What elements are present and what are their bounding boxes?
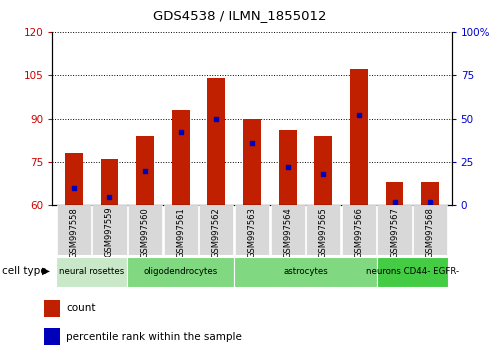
Text: oligodendrocytes: oligodendrocytes	[144, 267, 218, 276]
Bar	[413, 205, 447, 255]
Bar	[208, 78, 225, 205]
Bar	[127, 257, 234, 287]
Bar	[57, 205, 91, 255]
Text: GSM997560: GSM997560	[141, 207, 150, 258]
Text: GSM997559: GSM997559	[105, 207, 114, 257]
Bar	[164, 205, 198, 255]
Bar	[92, 205, 127, 255]
Text: GSM997567: GSM997567	[390, 207, 399, 258]
Text: GDS4538 / ILMN_1855012: GDS4538 / ILMN_1855012	[153, 9, 326, 22]
Bar	[350, 69, 368, 205]
Bar	[279, 130, 296, 205]
Text: GSM997558: GSM997558	[69, 207, 78, 258]
Bar	[421, 182, 439, 205]
Text: ▶: ▶	[42, 266, 50, 276]
Bar	[342, 205, 376, 255]
Bar	[65, 153, 83, 205]
Bar	[386, 182, 404, 205]
Text: cell type: cell type	[2, 266, 47, 276]
Text: GSM997566: GSM997566	[354, 207, 363, 258]
Bar	[377, 257, 448, 287]
Bar	[199, 205, 234, 255]
Bar	[235, 205, 269, 255]
Bar	[314, 136, 332, 205]
Text: neurons CD44- EGFR-: neurons CD44- EGFR-	[366, 267, 459, 276]
Text: percentile rank within the sample: percentile rank within the sample	[66, 332, 242, 342]
Text: astrocytes: astrocytes	[283, 267, 328, 276]
Bar	[234, 257, 377, 287]
Text: GSM997561: GSM997561	[176, 207, 185, 258]
Bar	[56, 257, 127, 287]
Bar	[172, 110, 190, 205]
Text: count: count	[66, 303, 96, 313]
Bar	[136, 136, 154, 205]
Text: GSM997568: GSM997568	[426, 207, 435, 258]
Text: GSM997563: GSM997563	[248, 207, 256, 258]
Bar	[306, 205, 340, 255]
Text: GSM997565: GSM997565	[319, 207, 328, 258]
Bar	[44, 300, 60, 317]
Text: neural rosettes: neural rosettes	[59, 267, 124, 276]
Bar	[100, 159, 118, 205]
Bar	[243, 119, 261, 205]
Bar	[377, 205, 412, 255]
Text: GSM997564: GSM997564	[283, 207, 292, 258]
Bar	[44, 328, 60, 345]
Bar	[270, 205, 305, 255]
Bar	[128, 205, 162, 255]
Text: GSM997562: GSM997562	[212, 207, 221, 258]
